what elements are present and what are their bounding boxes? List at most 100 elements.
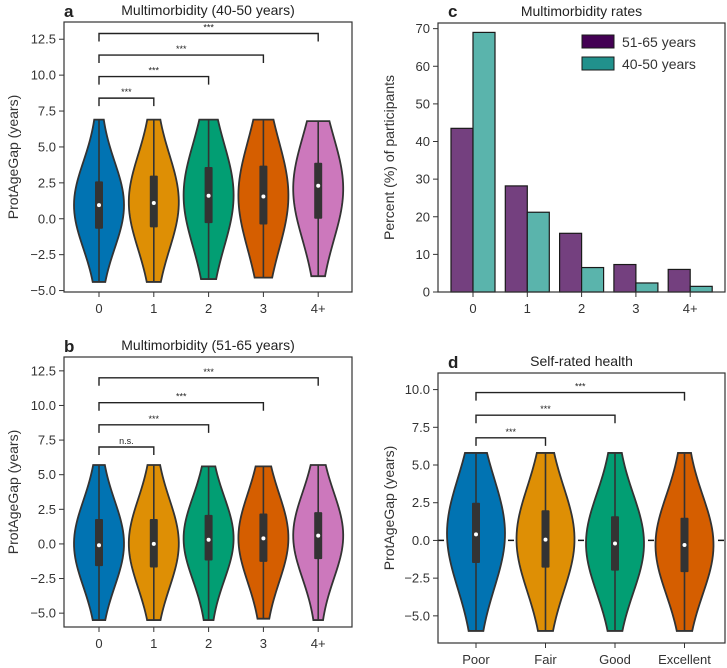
significance-label: *** (176, 392, 187, 402)
panel-label: c (448, 2, 457, 21)
y-tick-label: −5.0 (404, 608, 430, 623)
violin-median-Fair (543, 537, 548, 542)
significance-bracket (98, 377, 319, 386)
y-tick-label: 50 (416, 96, 430, 111)
bar-40-50-years-1 (526, 211, 550, 293)
y-tick-label: 12.5 (31, 32, 56, 47)
x-tick-label: 3 (260, 301, 267, 316)
significance-label: *** (505, 427, 516, 437)
x-tick-label: 1 (150, 301, 157, 316)
y-tick-label: 2.5 (38, 502, 56, 517)
significance-bracket (98, 446, 155, 455)
bar-51-65-years-3 (613, 263, 637, 293)
y-tick-label: 12.5 (31, 363, 56, 378)
y-tick-label: −2.5 (404, 571, 430, 586)
significance-bracket (475, 437, 547, 446)
bar-40-50-years-3 (635, 282, 659, 293)
y-tick-label: 0.0 (38, 536, 56, 551)
y-tick-label: 10.0 (405, 382, 430, 397)
y-tick-label: 20 (416, 209, 430, 224)
y-tick-label: 2.5 (38, 175, 56, 190)
panel-label: a (64, 2, 74, 21)
y-axis-label: ProtAgeGap (years) (5, 430, 21, 555)
y-tick-label: −5.0 (30, 283, 56, 298)
y-tick-label: 10 (416, 247, 430, 262)
axes-frame (63, 21, 353, 293)
bar-51-65-years-4+ (667, 268, 691, 293)
y-tick-label: 10.0 (31, 68, 56, 83)
y-tick-label: −5.0 (30, 606, 56, 621)
violin-median-1 (151, 200, 156, 205)
y-tick-label: 7.5 (38, 104, 56, 119)
y-tick-label: 70 (416, 21, 430, 36)
panel-d: Self-rated health d ProtAgeGap (years) 10.0… (381, 353, 726, 667)
x-tick-label: Fair (534, 652, 557, 667)
violin-iqr-box-2 (204, 514, 213, 561)
violin-iqr-box-0 (95, 519, 103, 567)
x-tick-label: 3 (260, 636, 267, 651)
significance-label: n.s. (119, 436, 134, 446)
x-tick-label: 4+ (311, 636, 326, 651)
y-tick-label: −2.5 (30, 571, 56, 586)
significance-label: *** (149, 414, 160, 424)
x-tick-label: 2 (205, 636, 212, 651)
legend-label: 51-65 years (622, 34, 696, 50)
y-tick-label: 30 (416, 172, 430, 187)
violin-median-4+ (316, 533, 321, 538)
legend-label: 40-50 years (622, 56, 696, 72)
x-tick-label: 0 (95, 301, 102, 316)
chart-title: Multimorbidity (51-65 years) (121, 337, 295, 353)
y-tick-label: −2.5 (30, 247, 56, 262)
legend-swatch (581, 34, 615, 49)
bar-40-50-years-4+ (689, 285, 713, 293)
violin-median-4+ (316, 183, 321, 188)
violin-median-2 (206, 537, 211, 542)
x-tick-label: 2 (578, 301, 585, 316)
bar-51-65-years-2 (558, 232, 583, 293)
violin-median-Excellent (682, 542, 687, 547)
y-tick-label: 2.5 (412, 495, 430, 510)
y-tick-label: 5.0 (412, 458, 430, 473)
significance-bracket (98, 401, 265, 411)
chart-title: Multimorbidity rates (521, 3, 642, 19)
y-tick-label: 0.0 (412, 533, 430, 548)
y-tick-label: 5.0 (38, 139, 56, 154)
significance-label: *** (121, 87, 132, 97)
y-tick-label: 5.0 (38, 467, 56, 482)
y-axis-label: Percent (%) of participants (381, 75, 397, 240)
y-tick-label: 7.5 (38, 433, 56, 448)
violin-median-0 (97, 543, 101, 548)
significance-bracket (98, 97, 155, 107)
bar-51-65-years-0 (450, 127, 474, 293)
panel-b: Multimorbidity (51-65 years) b ProtAgeGap … (5, 337, 353, 651)
significance-bracket (98, 424, 210, 433)
chart-title: Self-rated health (530, 353, 633, 369)
axes-frame (437, 372, 726, 644)
x-tick-label: Excellent (658, 652, 711, 667)
bar-51-65-years-1 (504, 185, 528, 293)
significance-bracket (98, 54, 265, 64)
y-tick-label: 7.5 (412, 420, 430, 435)
x-tick-label: 4+ (311, 301, 326, 316)
x-tick-label: 2 (205, 301, 212, 316)
chart-title: Multimorbidity (40-50 years) (121, 2, 295, 18)
y-tick-label: 0 (423, 285, 430, 300)
panel-label: b (64, 337, 74, 356)
bar-40-50-years-0 (472, 31, 496, 293)
x-tick-label: 1 (524, 301, 531, 316)
significance-bracket (475, 391, 686, 401)
significance-label: *** (176, 44, 187, 54)
y-axis-label: ProtAgeGap (years) (5, 95, 21, 220)
significance-label: *** (203, 22, 214, 32)
panel-label: d (448, 353, 458, 372)
legend-swatch (581, 56, 615, 71)
violin-median-Poor (474, 532, 478, 537)
axes-frame (437, 22, 726, 293)
y-tick-label: 60 (416, 59, 430, 74)
x-tick-label: 3 (632, 301, 639, 316)
x-tick-label: Good (599, 652, 631, 667)
violin-median-2 (206, 193, 211, 198)
significance-bracket (475, 414, 616, 424)
violin-median-3 (261, 536, 266, 541)
